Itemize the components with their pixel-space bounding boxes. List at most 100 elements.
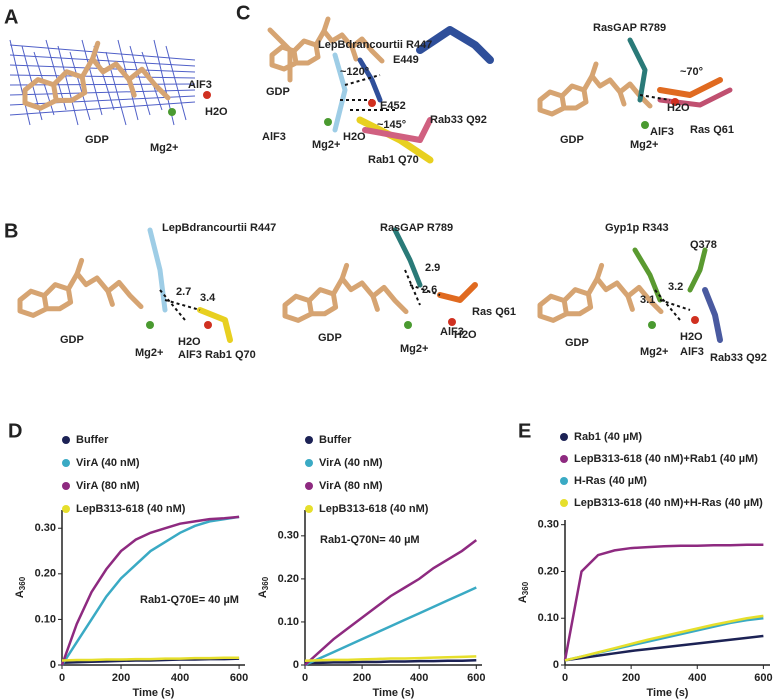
y-tick-label: 0.20 [35,568,56,580]
legend-marker [305,505,313,513]
x-tick-label: 400 [688,672,706,684]
structure-label: LepBdrancourtii R447 [162,222,276,234]
data-line [60,515,240,666]
structure-label: A [4,6,18,28]
molecule-stick [559,83,589,111]
y-tick-label: 0.30 [538,519,559,531]
legend-marker [62,482,70,490]
legend-label: Rab1 (40 µM) [574,431,642,443]
structure-label: Rab1 Q70 [368,154,419,166]
structure-label: Q378 [690,239,717,251]
legend-label: LepB313-618 (40 nM)+H-Ras (40 µM) [574,497,763,509]
molecule-stick [589,61,599,79]
x-axis-label: Time (s) [373,687,415,699]
h-bond [164,299,201,311]
structure-label: ~120° [340,66,369,78]
y-axis-label-sub: 360 [521,581,530,595]
legend-label: LepB313-618 (40 nM) [76,503,186,515]
x-tick-label: 200 [622,672,640,684]
structure-label: Mg2+ [150,142,178,154]
legend-marker [560,455,568,463]
molecule-stick [90,40,101,62]
molecule-stick [330,276,409,315]
x-tick-label: 400 [410,672,428,684]
x-axis-label: Time (s) [133,687,175,699]
legend-label: VirA (80 nM) [319,480,383,492]
panel-letter: E [518,420,531,442]
legend-label: LepB313-618 (40 nM)+Rab1 (40 µM) [574,453,758,465]
molecule-stick [74,257,85,277]
annotation: Rab1-Q70N= 40 µM [320,534,420,546]
molecule-stick [594,262,605,282]
y-axis-label-main: A [14,590,26,598]
molecule-stick [349,44,359,62]
structure-label: H2O [205,106,228,118]
structure-label: GDP [85,134,109,146]
molecule-stick [332,52,348,133]
legend-label: Buffer [76,434,109,446]
structure-label: B [4,220,18,242]
y-axis-label: A360 [14,576,27,598]
atom [204,321,212,329]
molecule-stick [561,287,594,317]
legend-marker [305,436,313,444]
molecule-stick [357,57,383,103]
molecule-stick [437,282,478,303]
y-tick-label: 0.10 [35,613,56,625]
data-line [60,515,240,666]
x-tick-label: 0 [562,672,568,684]
molecule-stick [370,293,380,312]
atom [641,121,649,129]
structure-label: RasGAP R789 [380,222,453,234]
atom [448,318,456,326]
y-tick-label: 0.20 [278,573,299,585]
legend-marker [560,477,568,485]
structure-label: ~70° [680,66,703,78]
data-line [304,586,477,667]
h-bond [344,74,381,86]
structure-label: GDP [560,134,584,146]
molecule-stick [687,247,708,293]
structure-label: GDP [318,332,342,344]
data-line [564,634,764,662]
structure-label: RasGAP R789 [593,22,666,34]
structure-label: 3.1 [640,294,655,306]
structure-label: Mg2+ [135,347,163,359]
density-mesh [9,54,196,67]
data-line [564,614,764,662]
molecule-stick [105,288,115,307]
y-tick-label: 0.10 [278,616,299,628]
legend-marker [305,459,313,467]
x-tick-label: 0 [59,672,65,684]
density-mesh [9,101,196,116]
density-mesh [9,83,196,86]
density-mesh [93,45,115,111]
structure-label: Mg2+ [312,139,340,151]
density-mesh [165,45,187,121]
molecule-stick [657,77,723,98]
h-bond [159,289,186,321]
density-mesh [9,39,31,126]
structure-label: H2O [680,331,703,343]
density-mesh [81,39,103,116]
h-bond [659,299,691,311]
atom [671,98,679,106]
structure-label: Ras Q61 [472,306,516,318]
x-axis-label: Time (s) [647,687,689,699]
x-tick-label: 200 [353,672,371,684]
structure-label: Ras Q61 [690,124,734,136]
structure-label: LepBdrancourtii R447 [318,39,432,51]
legend-marker [305,482,313,490]
y-tick-label: 0 [293,659,299,671]
x-tick-label: 400 [171,672,189,684]
structure-label: 3.2 [668,281,683,293]
atom [404,321,412,329]
structure-label: E449 [393,54,419,66]
legend-label: VirA (40 nM) [319,457,383,469]
structure-label: H2O [667,102,690,114]
legend-label: VirA (40 nM) [76,457,140,469]
structure-label: E452 [380,100,406,112]
density-mesh [129,45,151,116]
structure-label: 2.7 [176,286,191,298]
density-mesh [105,51,127,126]
